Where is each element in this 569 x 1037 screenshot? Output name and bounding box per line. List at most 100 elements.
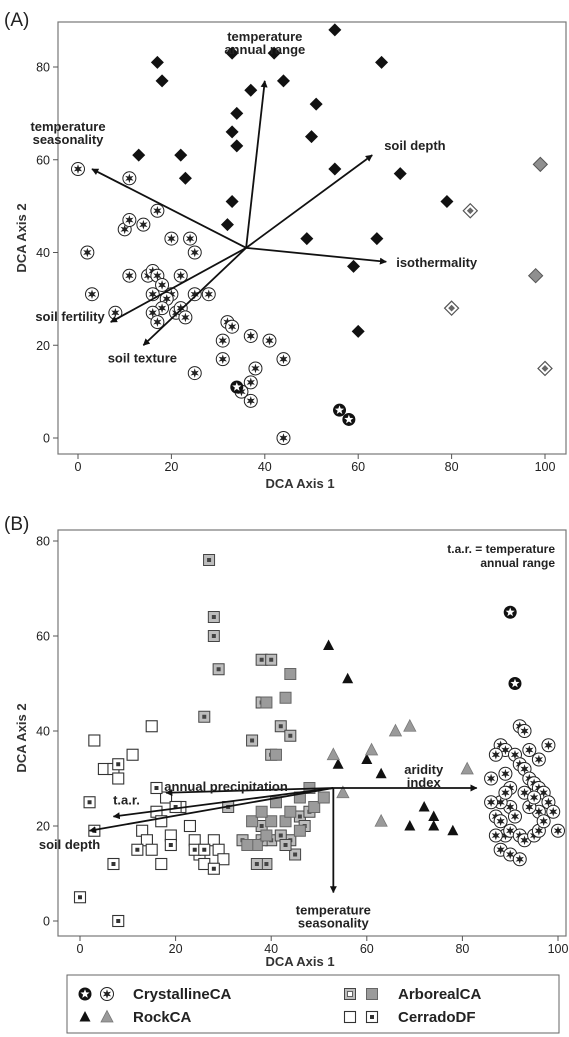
data-point-crystalline-open (333, 403, 347, 417)
data-point-crystalline-filled (215, 352, 230, 367)
data-point-diamond-black (276, 74, 290, 88)
data-point-cerrado-dot (112, 914, 125, 928)
data-point-crystalline-filled (498, 766, 513, 781)
panel-a-x-tick-label: 20 (164, 460, 178, 474)
vector-label: soil depth (39, 837, 100, 852)
data-point-crystalline-filled (173, 268, 188, 283)
data-point-cerrado-open (112, 772, 125, 785)
panel-b-points (73, 554, 565, 928)
vector-label: annual precipitation (164, 779, 288, 794)
annotation-text: t.a.r. = temperature annual range (447, 542, 555, 570)
data-point-crystalline-filled (546, 804, 561, 819)
data-point-diamond-black (225, 46, 239, 60)
legend-entry: CrystallineCA (78, 986, 232, 1003)
panel-a-x-tick-label: 80 (445, 460, 459, 474)
data-point-diamond-black (370, 232, 384, 246)
data-point-crystalline-filled (122, 171, 137, 186)
data-point-cerrado-dot (107, 857, 120, 871)
data-point-diamond-black (267, 46, 281, 60)
data-point-cerrado-open (217, 853, 230, 866)
data-point-rock-black (428, 810, 440, 821)
panel-b-x-tick-label: 80 (455, 942, 469, 956)
data-point-cerrado-dot (83, 796, 96, 809)
data-point-crystalline-filled (507, 809, 522, 824)
data-point-diamond-gray (527, 267, 544, 284)
data-point-diamond-black (375, 55, 389, 69)
data-point-rock-black (404, 820, 416, 831)
data-point-diamond-open-dot (537, 360, 553, 377)
panel-a: (A) DCA Axis 1 DCA Axis 2 0 20 40 60 80 100 0 2… (4, 10, 567, 491)
data-point-crystalline-filled (541, 738, 556, 753)
data-point-diamond-black (351, 324, 365, 338)
data-point-diamond-black (347, 259, 361, 273)
panel-b-y-tick-label: 40 (36, 725, 50, 739)
panel-b-y-tick-label: 60 (36, 630, 50, 644)
data-point-crystalline-filled (276, 352, 291, 367)
data-point-arboreal-gray (279, 691, 292, 704)
data-point-diamond-open-dot (462, 202, 479, 219)
data-point-cerrado-dot (131, 843, 144, 856)
data-point-crystalline-open (503, 605, 517, 619)
panel-a-x-tick-label: 40 (258, 460, 272, 474)
panel-a-vectors: temperature annual range temperature season… (30, 29, 477, 365)
data-point-cerrado-open (155, 857, 168, 871)
data-point-cerrado-open (88, 734, 101, 747)
panel-b-x-tick-label: 60 (360, 942, 374, 956)
data-point-arboreal-dot (207, 611, 220, 623)
data-point-rock-black (428, 820, 440, 831)
panel-a-x-tick-label: 100 (535, 460, 556, 474)
data-point-arboreal-dot (265, 653, 278, 666)
legend-entry: CerradoDF (343, 1009, 476, 1026)
data-point-crystalline-filled (248, 361, 263, 376)
panel-a-x-axis-title: DCA Axis 1 (265, 476, 334, 491)
data-point-arboreal-gray (284, 805, 297, 818)
data-point-crystalline-filled (150, 203, 165, 218)
legend-entry: RockCA (79, 1009, 192, 1026)
data-point-crystalline-filled (122, 213, 137, 228)
data-point-arboreal-gray (293, 824, 306, 837)
panel-b-frame (57, 529, 567, 937)
data-point-crystalline-filled (517, 724, 532, 738)
panel-a-y-tick-label: 60 (36, 153, 50, 167)
data-point-arboreal-dot (198, 710, 211, 723)
data-point-crystalline-filled (243, 375, 258, 390)
data-point-crystalline-filled (183, 231, 198, 246)
data-point-diamond-black (220, 218, 234, 232)
data-point-arboreal-gray (260, 829, 273, 842)
data-point-diamond-black (230, 139, 244, 153)
data-point-crystalline-filled (85, 287, 100, 302)
data-point-arboreal-gray (269, 748, 282, 761)
data-point-rock-black (447, 824, 459, 836)
data-point-crystalline-filled (136, 217, 151, 232)
panel-b-y-tick-label: 0 (43, 915, 50, 929)
data-point-crystalline-filled (512, 852, 527, 867)
data-point-arboreal-dot (250, 858, 263, 870)
panel-b: (B) DCA Axis 1 DCA Axis 2 t.a.r. = tempe… (4, 514, 568, 969)
data-point-crystalline-filled (536, 814, 551, 829)
data-point-crystalline-filled (262, 333, 277, 348)
data-point-rock-black (342, 672, 354, 684)
vector-arrow (110, 247, 247, 323)
panel-a-y-tick-label: 40 (36, 246, 50, 260)
data-point-crystalline-filled (484, 795, 499, 810)
panel-b-annotation: t.a.r. = temperature annual range (447, 542, 555, 570)
data-point-diamond-black (244, 83, 258, 97)
data-point-diamond-black (309, 97, 323, 111)
vector-label: temperature annual range (224, 29, 305, 57)
vector-label: t.a.r. (113, 793, 140, 808)
data-point-cerrado-dot (164, 838, 177, 852)
panel-a-y-tick-label: 80 (36, 61, 50, 75)
data-point-cerrado-dot (207, 862, 220, 875)
data-point-arboreal-dot (274, 720, 287, 733)
data-point-crystalline-filled (488, 828, 503, 843)
data-point-arboreal-gray (308, 801, 321, 813)
legend-symbol-crystalline-filled (100, 987, 114, 1001)
data-point-crystalline-filled (527, 790, 542, 805)
data-point-rock-gray (326, 747, 340, 761)
vector-arrow (165, 787, 334, 797)
data-point-crystalline-open (230, 380, 244, 394)
panel-b-label: (B) (4, 514, 29, 535)
panel-a-points (71, 23, 553, 445)
data-point-cerrado-open (126, 748, 139, 761)
